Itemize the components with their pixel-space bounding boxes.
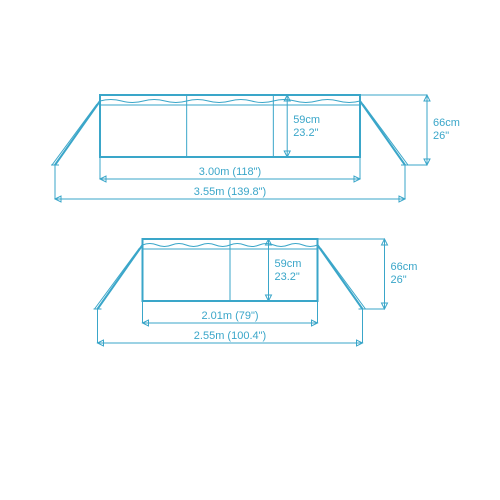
inner-height-cm: 59cm	[275, 258, 302, 270]
inner-height-cm: 59cm	[293, 114, 320, 126]
inner-height-in: 23.2"	[293, 127, 318, 139]
outer-width: 3.55m (139.8")	[194, 186, 266, 198]
outer-height-in: 26"	[433, 130, 449, 142]
inner-width: 2.01m (79")	[201, 310, 258, 322]
outer-height-cm: 66cm	[433, 117, 460, 129]
pool-shortside: 59cm23.2" 66cm26" 2.01m (79") 2.55m (100.4"…	[94, 239, 418, 346]
inner-width: 3.00m (118")	[199, 166, 261, 178]
pool-body	[100, 95, 360, 157]
pool-longside: 59cm23.2" 66cm26" 3.00m (118") 3.55m (139.8…	[51, 95, 460, 202]
inner-height-in: 23.2"	[275, 271, 300, 283]
outer-width: 2.55m (100.4")	[194, 330, 266, 342]
outer-height-in: 26"	[391, 274, 407, 286]
outer-height-cm: 66cm	[391, 261, 418, 273]
